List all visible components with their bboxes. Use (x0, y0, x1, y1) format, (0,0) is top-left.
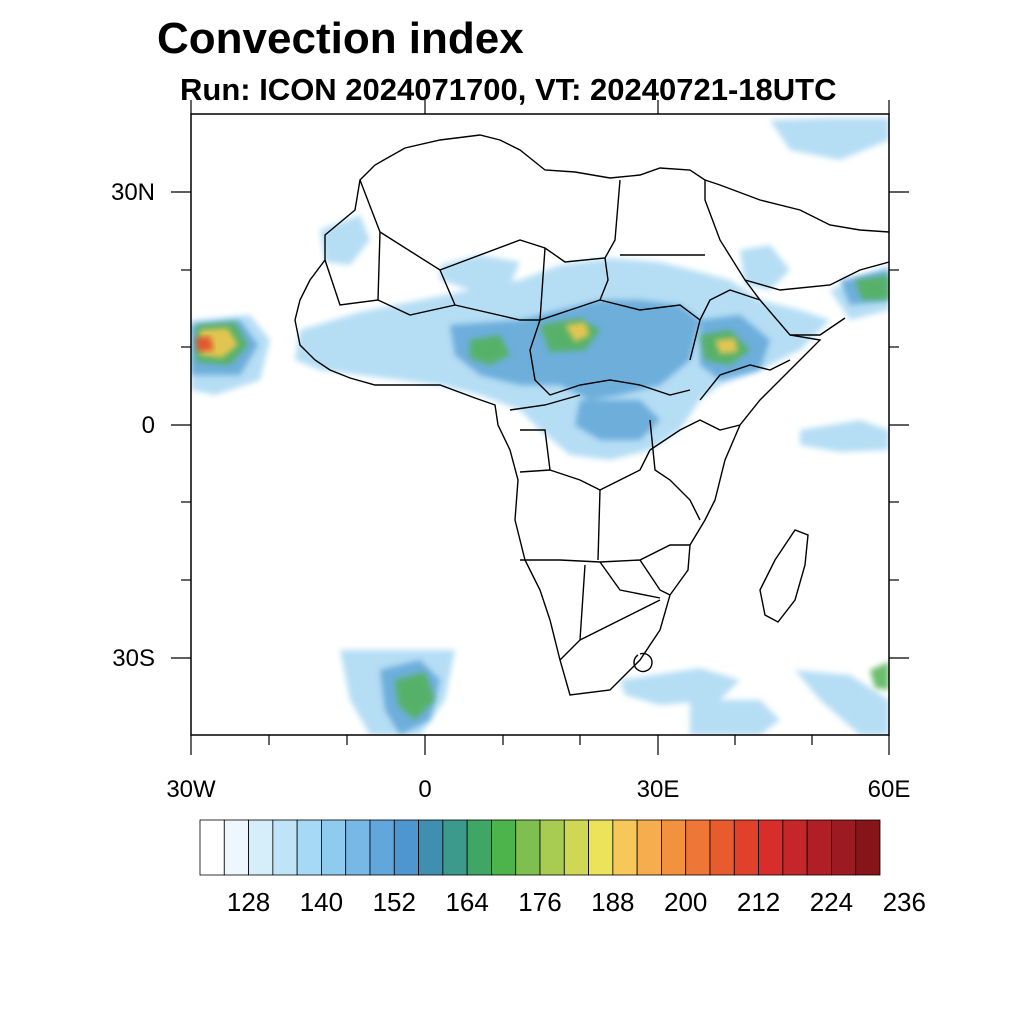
colorbar-label: 224 (809, 887, 854, 917)
colorbar-box (515, 819, 541, 876)
colorbar-label: 236 (882, 887, 926, 917)
colorbar-box (685, 819, 711, 876)
colorbar-box (321, 819, 347, 876)
colorbar-box (491, 819, 517, 876)
colorbar-box (369, 819, 395, 876)
colorbar-label: 128 (226, 887, 271, 917)
colorbar-box (466, 819, 492, 876)
colorbar-box (855, 819, 881, 876)
colorbar-label: 164 (445, 887, 489, 917)
colorbar-box (296, 819, 322, 876)
colorbar-box (248, 819, 274, 876)
colorbar-label: 176 (518, 887, 562, 917)
colorbar-box (563, 819, 589, 876)
lon-label-30w: 30W (166, 776, 216, 803)
colorbar-box (272, 819, 298, 876)
colorbar-box (345, 819, 371, 876)
colorbar-box (758, 819, 784, 876)
map-subtitle: Run: ICON 2024071700, VT: 20240721-18UTC (180, 72, 837, 107)
colorbar-label: 212 (736, 887, 781, 917)
colorbar-box (831, 819, 857, 876)
colorbar-label: 188 (591, 887, 635, 917)
colorbar-box (418, 819, 444, 876)
colorbar-box (661, 819, 687, 876)
colorbar-box (539, 819, 565, 876)
colorbar-box (733, 819, 759, 876)
lat-label-30n: 30N (110, 179, 155, 206)
colorbar-box (612, 819, 638, 876)
lon-label-0: 0 (418, 776, 432, 803)
colorbar-box (393, 819, 419, 876)
lat-label-0: 0 (141, 412, 155, 439)
colorbar-box (806, 819, 832, 876)
colorbar-box (199, 819, 225, 876)
colorbar-box (636, 819, 662, 876)
colorbar-label: 152 (372, 887, 416, 917)
axis-ticks (171, 100, 909, 755)
colorbar-box (442, 819, 468, 876)
colorbar (199, 819, 881, 876)
lon-label-60e: 60E (867, 776, 911, 803)
colorbar-box (709, 819, 735, 876)
colorbar-box (223, 819, 249, 876)
coastlines (294, 134, 889, 696)
colorbar-box (588, 819, 614, 876)
colorbar-label: 200 (664, 887, 708, 917)
colorbar-label: 140 (299, 887, 344, 917)
lat-label-30s: 30S (112, 645, 155, 672)
map-title: Convection index (157, 14, 524, 63)
lon-label-30e: 30E (636, 776, 680, 803)
colorbar-box (782, 819, 808, 876)
convection-field (191, 118, 889, 735)
